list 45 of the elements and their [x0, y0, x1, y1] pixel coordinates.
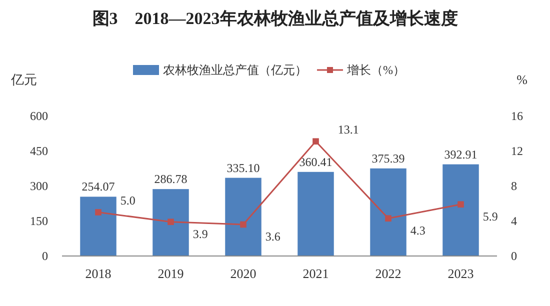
x-tick-label: 2023 — [448, 266, 474, 281]
data-label: 335.10 — [226, 160, 260, 175]
bar — [80, 196, 116, 256]
bar — [225, 178, 262, 256]
data-label: 286.78 — [154, 172, 188, 186]
y2-tick-label: 8 — [511, 179, 517, 193]
x-tick-label: 2018 — [85, 266, 112, 281]
y-tick-label: 600 — [30, 109, 48, 123]
y-axis-title: 亿元 — [10, 72, 37, 87]
point — [240, 221, 246, 228]
data-label: 3.9 — [192, 226, 208, 241]
data-label: 5.9 — [482, 209, 498, 224]
x-tick-label: 2019 — [158, 266, 184, 281]
x-tick-label: 2022 — [375, 266, 402, 281]
legend-label: 增长（%） — [346, 63, 405, 77]
data-label: 392.91 — [444, 147, 478, 162]
chart-title: 图3 2018—2023年农林牧渔业总产值及增长速度 — [92, 9, 458, 28]
data-label: 254.07 — [82, 180, 115, 194]
bar — [370, 168, 406, 256]
data-label: 375.39 — [372, 151, 405, 166]
data-label: 3.6 — [265, 230, 280, 244]
x-tick-label: 2021 — [302, 266, 329, 281]
y2-tick-label: 16 — [511, 109, 523, 123]
y2-tick-label: 0 — [511, 249, 517, 263]
data-label: 13.1 — [338, 122, 359, 136]
x-tick-label: 2020 — [230, 266, 256, 281]
point — [458, 201, 464, 208]
point — [312, 138, 319, 145]
bar — [442, 164, 479, 256]
y-tick-label: 300 — [30, 179, 48, 193]
point — [385, 215, 392, 222]
point — [168, 218, 174, 226]
y-tick-label: 0 — [42, 249, 48, 263]
data-label: 4.3 — [410, 223, 426, 238]
y-tick-label: 450 — [30, 144, 48, 158]
y2-tick-label: 4 — [511, 214, 517, 228]
y2-tick-label: 12 — [511, 144, 523, 158]
y2-axis-title: % — [516, 72, 528, 87]
bar — [152, 189, 189, 256]
bar — [298, 172, 334, 256]
legend-label: 农林牧渔业总产值（亿元） — [163, 63, 307, 77]
point — [95, 209, 102, 216]
y-tick-label: 150 — [30, 214, 48, 228]
data-label: 5.0 — [120, 193, 136, 208]
data-label: 360.41 — [299, 154, 332, 169]
